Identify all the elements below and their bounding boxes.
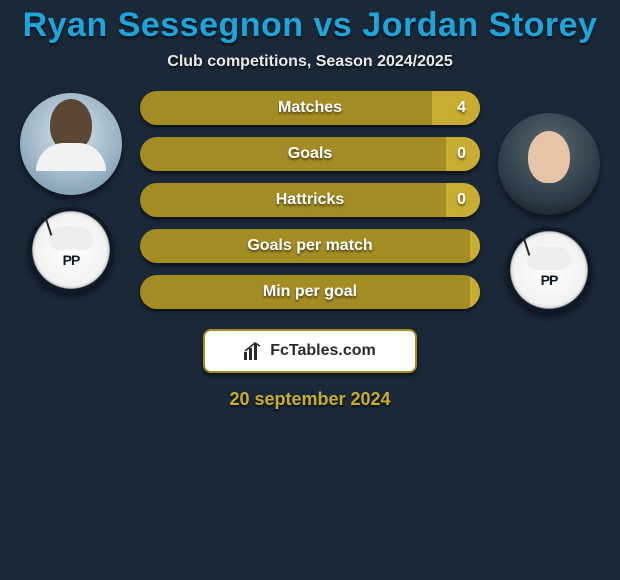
stat-bar-matches: Matches 4 bbox=[140, 91, 480, 125]
bar-label: Goals per match bbox=[140, 229, 480, 263]
player-left-avatar bbox=[20, 93, 122, 195]
bar-value: 0 bbox=[457, 183, 466, 217]
player-left-club-badge: PP bbox=[28, 207, 114, 293]
date-text: 20 september 2024 bbox=[0, 389, 620, 410]
stat-bar-goals: Goals 0 bbox=[140, 137, 480, 171]
avatar-face-icon bbox=[528, 131, 570, 183]
player-right-avatar bbox=[498, 113, 600, 215]
bar-chart-icon bbox=[244, 342, 264, 360]
stat-bar-goals-per-match: Goals per match bbox=[140, 229, 480, 263]
bar-value: 4 bbox=[457, 91, 466, 125]
bar-label: Goals bbox=[140, 137, 480, 171]
avatar-shirt-icon bbox=[36, 143, 106, 171]
stat-bar-hattricks: Hattricks 0 bbox=[140, 183, 480, 217]
bar-label: Matches bbox=[140, 91, 480, 125]
player-right-club-badge: PP bbox=[506, 227, 592, 313]
bar-label: Hattricks bbox=[140, 183, 480, 217]
badge-initials: PP bbox=[63, 252, 80, 268]
comparison-card: Ryan Sessegnon vs Jordan Storey Club com… bbox=[0, 0, 620, 410]
watermark-text: FcTables.com bbox=[270, 342, 376, 360]
player-left-column: PP bbox=[20, 91, 122, 293]
content-row: PP Matches 4 Goals 0 Hattricks 0 bbox=[0, 91, 620, 313]
bar-value: 0 bbox=[457, 137, 466, 171]
page-subtitle: Club competitions, Season 2024/2025 bbox=[0, 53, 620, 71]
bar-label: Min per goal bbox=[140, 275, 480, 309]
stat-bar-min-per-goal: Min per goal bbox=[140, 275, 480, 309]
badge-lamb-icon bbox=[49, 226, 93, 250]
stats-bars: Matches 4 Goals 0 Hattricks 0 Goals per … bbox=[140, 91, 480, 309]
player-right-column: PP bbox=[498, 91, 600, 313]
badge-initials: PP bbox=[541, 272, 558, 288]
badge-lamb-icon bbox=[527, 246, 571, 270]
watermark: FcTables.com bbox=[203, 329, 417, 373]
page-title: Ryan Sessegnon vs Jordan Storey bbox=[0, 6, 620, 45]
